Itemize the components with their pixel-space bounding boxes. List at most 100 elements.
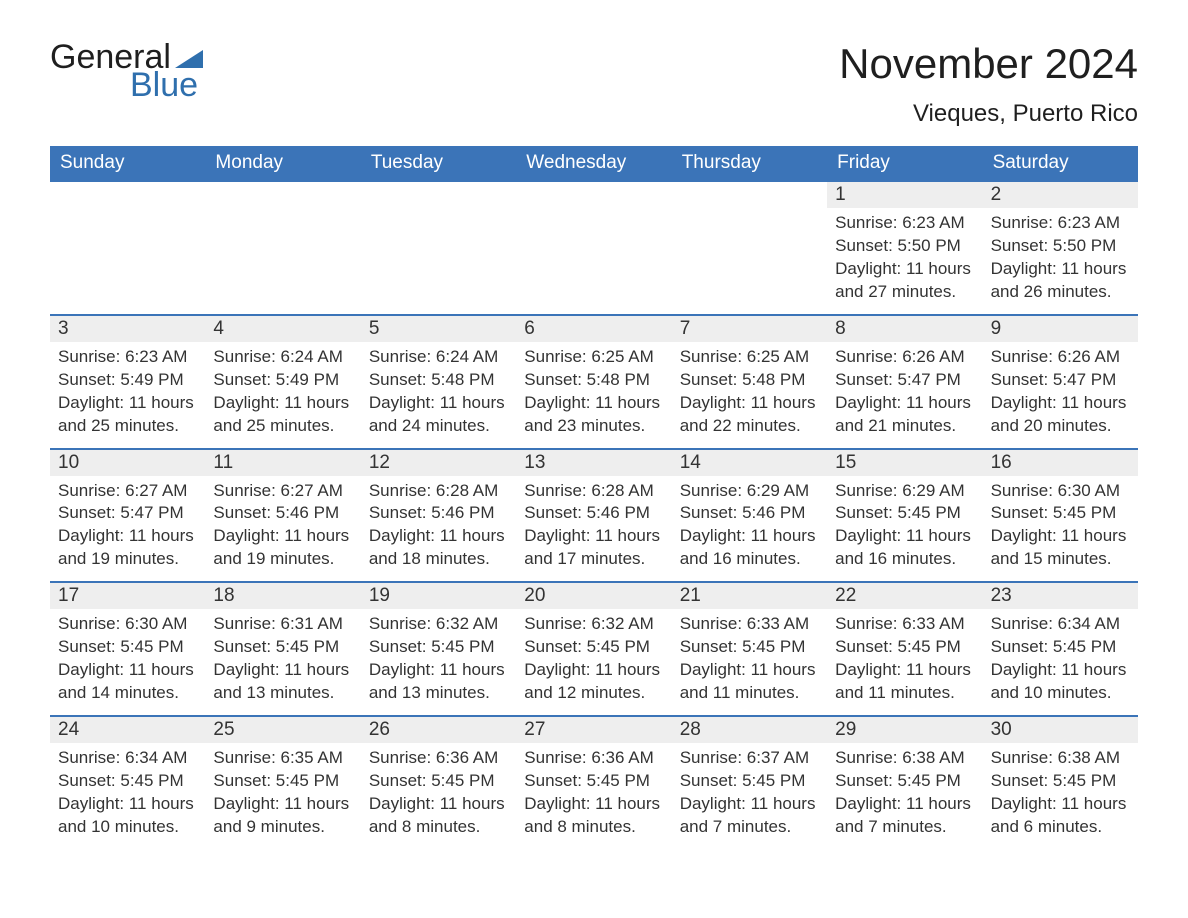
- sunrise-line: Sunrise: 6:33 AM: [680, 613, 819, 636]
- day-number: 27: [516, 717, 671, 743]
- day-details: Sunrise: 6:28 AMSunset: 5:46 PMDaylight:…: [361, 476, 516, 582]
- daylight-line: Daylight: 11 hours and 10 minutes.: [991, 659, 1130, 705]
- calendar-day: 9Sunrise: 6:26 AMSunset: 5:47 PMDaylight…: [983, 314, 1138, 448]
- calendar-day: 10Sunrise: 6:27 AMSunset: 5:47 PMDayligh…: [50, 448, 205, 582]
- calendar-day: 8Sunrise: 6:26 AMSunset: 5:47 PMDaylight…: [827, 314, 982, 448]
- daylight-line: Daylight: 11 hours and 21 minutes.: [835, 392, 974, 438]
- day-details: Sunrise: 6:25 AMSunset: 5:48 PMDaylight:…: [516, 342, 671, 448]
- calendar-day: 29Sunrise: 6:38 AMSunset: 5:45 PMDayligh…: [827, 715, 982, 849]
- daylight-line: Daylight: 11 hours and 11 minutes.: [680, 659, 819, 705]
- title-block: November 2024 Vieques, Puerto Rico: [839, 40, 1138, 128]
- sunrise-line: Sunrise: 6:30 AM: [991, 480, 1130, 503]
- calendar-day: 14Sunrise: 6:29 AMSunset: 5:46 PMDayligh…: [672, 448, 827, 582]
- calendar-day: 22Sunrise: 6:33 AMSunset: 5:45 PMDayligh…: [827, 581, 982, 715]
- day-details: Sunrise: 6:24 AMSunset: 5:49 PMDaylight:…: [205, 342, 360, 448]
- sunrise-line: Sunrise: 6:29 AM: [680, 480, 819, 503]
- calendar-day: 17Sunrise: 6:30 AMSunset: 5:45 PMDayligh…: [50, 581, 205, 715]
- daylight-line: Daylight: 11 hours and 7 minutes.: [680, 793, 819, 839]
- sunrise-line: Sunrise: 6:28 AM: [369, 480, 508, 503]
- calendar-day: 15Sunrise: 6:29 AMSunset: 5:45 PMDayligh…: [827, 448, 982, 582]
- day-number: 13: [516, 450, 671, 476]
- sunrise-line: Sunrise: 6:24 AM: [369, 346, 508, 369]
- day-of-week-header: Tuesday: [361, 146, 516, 180]
- sunrise-line: Sunrise: 6:38 AM: [835, 747, 974, 770]
- day-of-week-header: Monday: [205, 146, 360, 180]
- calendar-day: 12Sunrise: 6:28 AMSunset: 5:46 PMDayligh…: [361, 448, 516, 582]
- day-number: 5: [361, 316, 516, 342]
- sunset-line: Sunset: 5:45 PM: [213, 636, 352, 659]
- day-number: 3: [50, 316, 205, 342]
- day-number: 8: [827, 316, 982, 342]
- daylight-line: Daylight: 11 hours and 18 minutes.: [369, 525, 508, 571]
- location: Vieques, Puerto Rico: [839, 100, 1138, 128]
- sunrise-line: Sunrise: 6:32 AM: [524, 613, 663, 636]
- day-number: 22: [827, 583, 982, 609]
- day-details: Sunrise: 6:28 AMSunset: 5:46 PMDaylight:…: [516, 476, 671, 582]
- daylight-line: Daylight: 11 hours and 17 minutes.: [524, 525, 663, 571]
- sunset-line: Sunset: 5:49 PM: [213, 369, 352, 392]
- sunset-line: Sunset: 5:48 PM: [680, 369, 819, 392]
- calendar-day: 30Sunrise: 6:38 AMSunset: 5:45 PMDayligh…: [983, 715, 1138, 849]
- day-details: Sunrise: 6:36 AMSunset: 5:45 PMDaylight:…: [361, 743, 516, 849]
- day-details: Sunrise: 6:34 AMSunset: 5:45 PMDaylight:…: [50, 743, 205, 849]
- day-number: 19: [361, 583, 516, 609]
- daylight-line: Daylight: 11 hours and 10 minutes.: [58, 793, 197, 839]
- daylight-line: Daylight: 11 hours and 14 minutes.: [58, 659, 197, 705]
- sunset-line: Sunset: 5:46 PM: [213, 502, 352, 525]
- sunset-line: Sunset: 5:45 PM: [991, 502, 1130, 525]
- sunrise-line: Sunrise: 6:23 AM: [991, 212, 1130, 235]
- day-details: Sunrise: 6:38 AMSunset: 5:45 PMDaylight:…: [983, 743, 1138, 849]
- sunset-line: Sunset: 5:46 PM: [524, 502, 663, 525]
- sunset-line: Sunset: 5:46 PM: [369, 502, 508, 525]
- sunset-line: Sunset: 5:45 PM: [991, 636, 1130, 659]
- sunset-line: Sunset: 5:46 PM: [680, 502, 819, 525]
- day-number: 12: [361, 450, 516, 476]
- sunrise-line: Sunrise: 6:34 AM: [991, 613, 1130, 636]
- sunset-line: Sunset: 5:47 PM: [58, 502, 197, 525]
- day-number: 25: [205, 717, 360, 743]
- sunrise-line: Sunrise: 6:31 AM: [213, 613, 352, 636]
- daylight-line: Daylight: 11 hours and 19 minutes.: [213, 525, 352, 571]
- daylight-line: Daylight: 11 hours and 8 minutes.: [369, 793, 508, 839]
- sunset-line: Sunset: 5:45 PM: [58, 636, 197, 659]
- day-details: Sunrise: 6:35 AMSunset: 5:45 PMDaylight:…: [205, 743, 360, 849]
- day-details: Sunrise: 6:31 AMSunset: 5:45 PMDaylight:…: [205, 609, 360, 715]
- calendar-day: 19Sunrise: 6:32 AMSunset: 5:45 PMDayligh…: [361, 581, 516, 715]
- calendar-day: 5Sunrise: 6:24 AMSunset: 5:48 PMDaylight…: [361, 314, 516, 448]
- sunset-line: Sunset: 5:45 PM: [835, 636, 974, 659]
- day-details: Sunrise: 6:23 AMSunset: 5:50 PMDaylight:…: [827, 208, 982, 314]
- calendar-empty-cell: ..: [361, 180, 516, 314]
- daylight-line: Daylight: 11 hours and 24 minutes.: [369, 392, 508, 438]
- daylight-line: Daylight: 11 hours and 16 minutes.: [835, 525, 974, 571]
- sunrise-line: Sunrise: 6:25 AM: [524, 346, 663, 369]
- calendar-day: 7Sunrise: 6:25 AMSunset: 5:48 PMDaylight…: [672, 314, 827, 448]
- daylight-line: Daylight: 11 hours and 27 minutes.: [835, 258, 974, 304]
- daylight-line: Daylight: 11 hours and 6 minutes.: [991, 793, 1130, 839]
- logo: General Blue: [50, 40, 203, 102]
- calendar-grid: SundayMondayTuesdayWednesdayThursdayFrid…: [50, 146, 1138, 849]
- sunset-line: Sunset: 5:47 PM: [991, 369, 1130, 392]
- daylight-line: Daylight: 11 hours and 16 minutes.: [680, 525, 819, 571]
- daylight-line: Daylight: 11 hours and 25 minutes.: [58, 392, 197, 438]
- header: General Blue November 2024 Vieques, Puer…: [50, 40, 1138, 128]
- sunrise-line: Sunrise: 6:28 AM: [524, 480, 663, 503]
- calendar-day: 1Sunrise: 6:23 AMSunset: 5:50 PMDaylight…: [827, 180, 982, 314]
- day-of-week-header: Sunday: [50, 146, 205, 180]
- day-of-week-header: Friday: [827, 146, 982, 180]
- sunrise-line: Sunrise: 6:23 AM: [58, 346, 197, 369]
- calendar-empty-cell: ..: [516, 180, 671, 314]
- day-details: Sunrise: 6:24 AMSunset: 5:48 PMDaylight:…: [361, 342, 516, 448]
- day-details: Sunrise: 6:32 AMSunset: 5:45 PMDaylight:…: [361, 609, 516, 715]
- daylight-line: Daylight: 11 hours and 15 minutes.: [991, 525, 1130, 571]
- day-details: Sunrise: 6:26 AMSunset: 5:47 PMDaylight:…: [827, 342, 982, 448]
- day-details: Sunrise: 6:27 AMSunset: 5:46 PMDaylight:…: [205, 476, 360, 582]
- daylight-line: Daylight: 11 hours and 8 minutes.: [524, 793, 663, 839]
- sunrise-line: Sunrise: 6:36 AM: [369, 747, 508, 770]
- daylight-line: Daylight: 11 hours and 7 minutes.: [835, 793, 974, 839]
- day-details: Sunrise: 6:36 AMSunset: 5:45 PMDaylight:…: [516, 743, 671, 849]
- calendar-day: 24Sunrise: 6:34 AMSunset: 5:45 PMDayligh…: [50, 715, 205, 849]
- sunrise-line: Sunrise: 6:33 AM: [835, 613, 974, 636]
- sunset-line: Sunset: 5:45 PM: [369, 770, 508, 793]
- sunset-line: Sunset: 5:48 PM: [369, 369, 508, 392]
- sunrise-line: Sunrise: 6:34 AM: [58, 747, 197, 770]
